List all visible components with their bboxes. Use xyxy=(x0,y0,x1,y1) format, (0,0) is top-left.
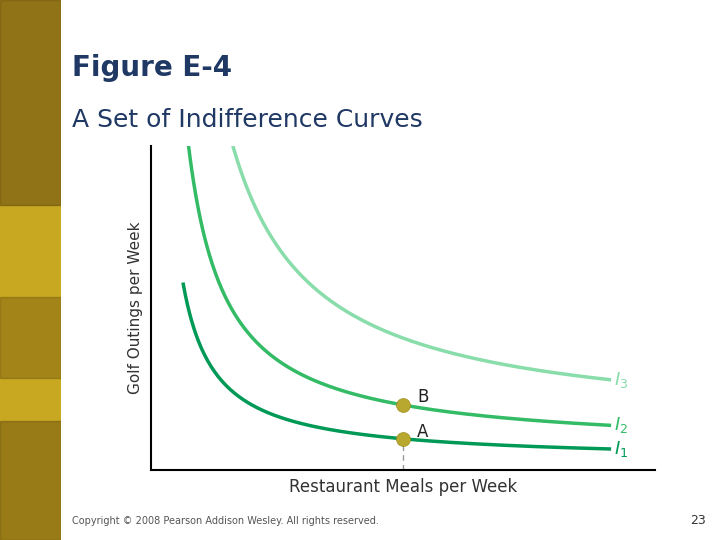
Text: 23: 23 xyxy=(690,514,706,526)
Text: B: B xyxy=(417,388,428,406)
Text: $I_3$: $I_3$ xyxy=(614,370,629,390)
X-axis label: Restaurant Meals per Week: Restaurant Meals per Week xyxy=(289,478,518,496)
Text: Copyright © 2008 Pearson Addison Wesley. All rights reserved.: Copyright © 2008 Pearson Addison Wesley.… xyxy=(72,516,379,526)
Text: $I_2$: $I_2$ xyxy=(614,415,628,435)
Text: A Set of Indifference Curves: A Set of Indifference Curves xyxy=(72,108,423,132)
Text: A: A xyxy=(417,423,428,441)
Bar xyxy=(0,421,61,540)
Text: $I_1$: $I_1$ xyxy=(614,439,628,459)
Text: Figure E-4: Figure E-4 xyxy=(72,54,232,82)
Bar xyxy=(0,297,61,378)
Bar xyxy=(0,0,61,205)
Y-axis label: Golf Outings per Week: Golf Outings per Week xyxy=(128,221,143,394)
